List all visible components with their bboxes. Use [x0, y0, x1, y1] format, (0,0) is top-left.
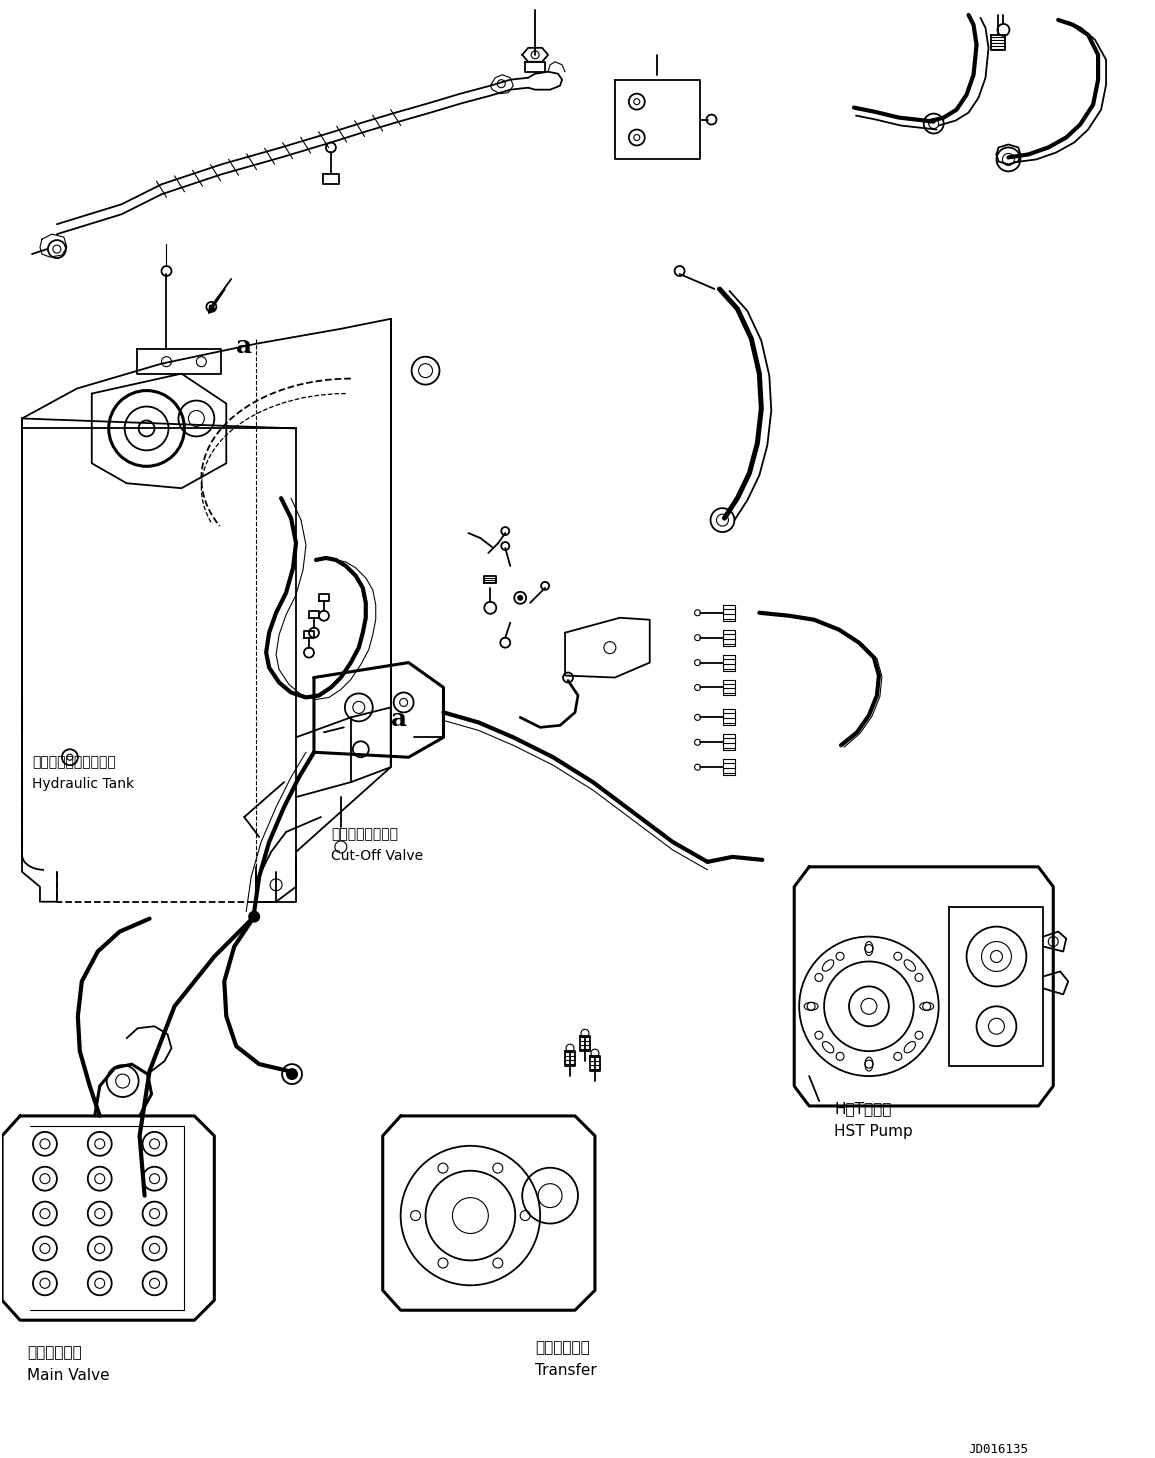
- Text: JD016135: JD016135: [969, 1443, 1029, 1455]
- Text: a: a: [390, 707, 407, 732]
- Circle shape: [248, 911, 260, 923]
- Text: Transfer: Transfer: [535, 1363, 597, 1378]
- Text: a: a: [237, 334, 253, 357]
- Text: HＳTポンプ: HＳTポンプ: [834, 1101, 892, 1115]
- Text: メインバルブ: メインバルブ: [27, 1346, 82, 1360]
- Text: Cut-Off Valve: Cut-Off Valve: [330, 849, 423, 863]
- Circle shape: [286, 1069, 298, 1080]
- Text: HST Pump: HST Pump: [834, 1124, 912, 1139]
- Text: ハイドロリックタンク: ハイドロリックタンク: [32, 755, 116, 770]
- Circle shape: [517, 595, 523, 601]
- Text: Main Valve: Main Valve: [27, 1368, 110, 1384]
- Text: カットオフバルブ: カットオフバルブ: [330, 827, 398, 841]
- Text: Hydraulic Tank: Hydraulic Tank: [32, 777, 134, 792]
- Text: トランスファ: トランスファ: [535, 1340, 590, 1354]
